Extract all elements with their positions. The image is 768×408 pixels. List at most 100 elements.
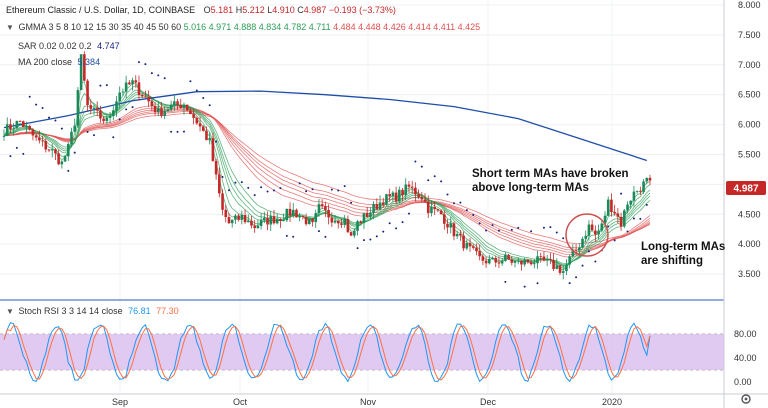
stoch-tick-label: 80.00 — [734, 329, 757, 339]
candle-body — [545, 259, 549, 261]
candle-body — [584, 235, 588, 239]
sar-dot — [343, 185, 346, 188]
gmma-legend[interactable]: ▼ GMMA 3 5 8 10 12 15 30 35 40 45 50 60 … — [6, 22, 480, 32]
candle-body — [76, 90, 80, 126]
candle-body — [192, 114, 195, 118]
candle-body — [28, 126, 32, 130]
sar-dot — [305, 190, 308, 193]
gmma-long-lines — [3, 105, 651, 258]
sar-dot — [22, 152, 25, 155]
candle-body — [388, 194, 391, 197]
interval: 1D — [132, 5, 144, 15]
candle-body — [70, 131, 73, 144]
sar-dot — [382, 230, 385, 233]
sar-dot — [67, 169, 70, 172]
candle-body — [304, 217, 308, 225]
candle-body — [404, 184, 408, 196]
candle-body — [198, 123, 202, 127]
settings-icon[interactable] — [741, 394, 751, 404]
candle-body — [513, 260, 517, 263]
candle-body — [340, 223, 343, 225]
candle-body — [308, 218, 311, 225]
candle-body — [66, 143, 70, 157]
gmma-name: GMMA 3 5 8 10 12 15 30 35 40 45 50 60 — [18, 22, 182, 32]
time-tick-label: Sep — [112, 397, 128, 407]
sar-dot — [414, 160, 417, 163]
candle-body — [597, 230, 600, 235]
candle-body — [565, 264, 568, 272]
sar-dot — [504, 280, 507, 283]
stoch-legend[interactable]: ▼ Stoch RSI 3 3 14 14 close 76.81 77.30 — [6, 306, 179, 316]
sar-dot — [9, 155, 12, 158]
sar-dot — [497, 229, 500, 232]
price-tick-label: 6.000 — [738, 120, 761, 130]
sar-dot — [112, 136, 115, 139]
sar-legend[interactable]: SAR 0.02 0.02 0.2 4.747 — [18, 41, 120, 51]
sar-dot — [639, 217, 642, 220]
candle-body — [648, 177, 652, 181]
candle-body — [642, 181, 645, 192]
candle-body — [439, 210, 443, 215]
candle-body — [561, 271, 565, 273]
candle-body — [9, 124, 12, 130]
sar-dot — [407, 212, 410, 215]
candle-body — [365, 213, 369, 218]
sar-dot — [189, 80, 192, 83]
sar-dot — [292, 235, 295, 238]
candle-body — [169, 104, 173, 110]
candle-body — [153, 105, 157, 113]
exchange: COINBASE — [148, 5, 196, 15]
candle-body — [240, 215, 244, 220]
sar-dot — [247, 186, 250, 189]
candle-body — [510, 259, 514, 263]
candle-body — [622, 210, 626, 227]
candle-body — [50, 149, 54, 151]
candle-body — [494, 258, 498, 263]
price-tick-label: 4.000 — [738, 239, 761, 249]
candle-body — [57, 153, 60, 165]
time-tick-label: Dec — [480, 397, 497, 407]
sar-dot — [105, 84, 108, 87]
candle-body — [330, 217, 334, 223]
sar-dot — [491, 224, 494, 227]
sar-dot — [555, 231, 558, 234]
ma200-line — [3, 90, 648, 162]
sar-dot — [375, 235, 378, 238]
sar-dot — [195, 89, 198, 92]
candle-body — [285, 208, 289, 221]
sar-dot — [607, 225, 610, 228]
candle-body — [118, 92, 122, 102]
sar-dot — [272, 189, 275, 192]
candle-body — [256, 225, 260, 229]
sar-dot — [433, 175, 436, 178]
price-tick-label: 5.500 — [738, 149, 761, 159]
stoch-axis[interactable]: 80.00 40.00 0.00 — [734, 329, 757, 387]
time-axis[interactable]: Sep Oct Nov Dec 2020 — [112, 397, 622, 407]
candle-body — [105, 117, 109, 122]
candle-body — [41, 140, 44, 142]
sar-dot — [324, 235, 327, 238]
collapse-icon-2[interactable]: ▼ — [6, 307, 14, 316]
candle-body — [137, 82, 141, 95]
price-tick-label: 3.500 — [738, 269, 761, 279]
ma-legend[interactable]: MA 200 close 5.384 — [18, 57, 100, 67]
candle-body — [234, 215, 237, 220]
gmma-long-line — [3, 110, 651, 251]
candle-body — [259, 220, 263, 226]
candle-body — [5, 124, 9, 136]
gmma-long-line — [3, 105, 651, 258]
sar-dot — [549, 226, 552, 229]
candle-body — [558, 265, 562, 273]
sar-dot — [253, 194, 256, 197]
sar-dot — [330, 188, 333, 191]
candle-body — [208, 138, 211, 141]
candle-body — [581, 238, 584, 248]
candle-body — [359, 221, 363, 224]
sar-dot — [60, 127, 63, 130]
candle-body — [577, 247, 581, 251]
collapse-icon[interactable]: ▼ — [6, 23, 14, 32]
sar-dot — [645, 203, 648, 206]
high-label: H — [235, 5, 243, 15]
sar-dot — [28, 95, 31, 98]
